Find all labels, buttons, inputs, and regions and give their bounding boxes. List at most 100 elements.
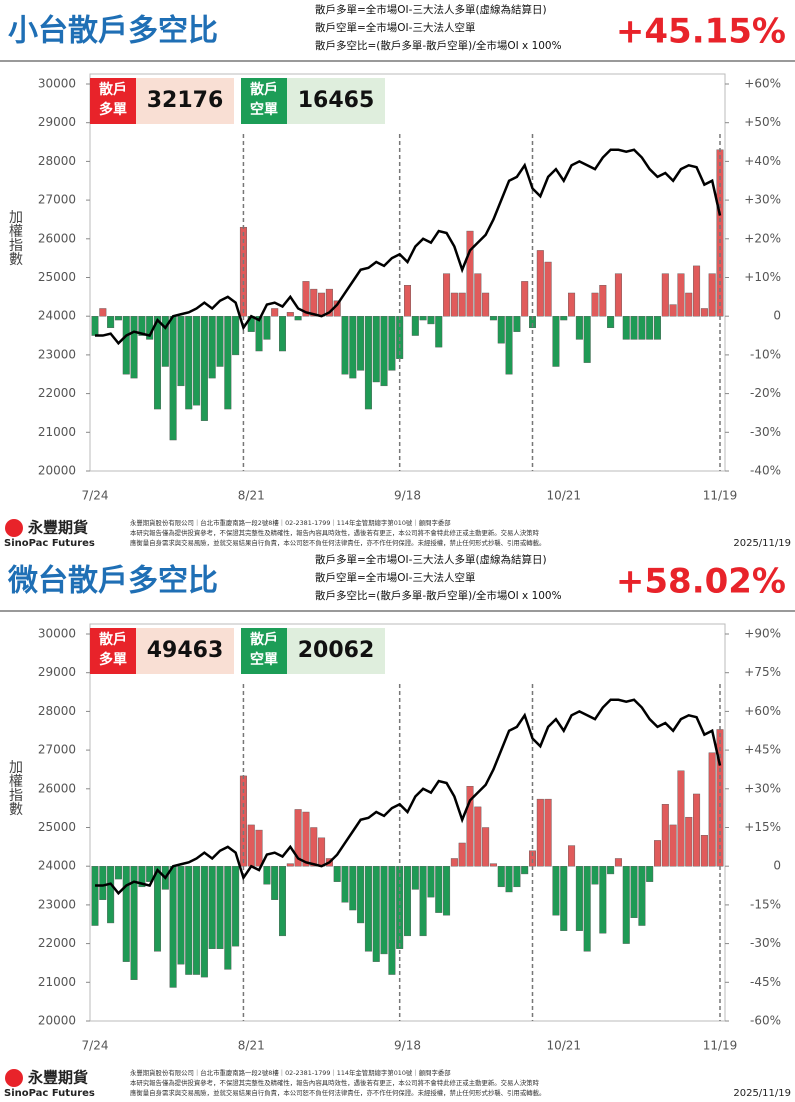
index-line bbox=[95, 148, 722, 346]
bar bbox=[208, 866, 216, 949]
y-tick-label: 29000 bbox=[38, 115, 76, 129]
bar bbox=[489, 863, 497, 867]
index-line bbox=[95, 698, 722, 896]
y2-tick-label: +75% bbox=[744, 665, 781, 679]
y2-tick-label: +50% bbox=[744, 115, 781, 129]
bar bbox=[708, 273, 716, 317]
bar bbox=[325, 288, 333, 317]
box-label: 散戶 bbox=[99, 81, 127, 98]
bar bbox=[427, 866, 435, 898]
bar bbox=[177, 866, 185, 965]
bar bbox=[607, 866, 615, 875]
bar bbox=[536, 250, 544, 317]
y2-tick-label: -30% bbox=[750, 425, 781, 439]
box-label: 散戶 bbox=[250, 81, 278, 98]
x-tick-label: 11/19 bbox=[703, 489, 738, 503]
bar bbox=[286, 863, 294, 867]
bar bbox=[630, 866, 638, 919]
bar bbox=[294, 809, 302, 867]
bar bbox=[708, 752, 716, 867]
bar bbox=[677, 273, 685, 317]
y2-tick-label: +60% bbox=[744, 704, 781, 718]
bar bbox=[450, 292, 458, 317]
bar bbox=[232, 316, 240, 356]
bar bbox=[318, 837, 326, 867]
bar bbox=[224, 866, 232, 970]
y2-tick-label: +60% bbox=[744, 77, 781, 91]
logo bbox=[5, 1069, 23, 1087]
bar bbox=[349, 866, 357, 911]
definition: 散戶多單=全市場OI-三大法人多單(虛線為結算日) bbox=[315, 3, 547, 16]
bar bbox=[583, 316, 591, 363]
bar bbox=[599, 866, 607, 934]
box-value-bg bbox=[287, 78, 385, 124]
bar bbox=[185, 316, 193, 410]
definition: 散戶多空比=(散戶多單-散戶空單)/全市場OI x 100% bbox=[315, 39, 562, 52]
bar bbox=[552, 866, 560, 916]
y2-tick-label: 0 bbox=[773, 859, 781, 873]
bar bbox=[271, 866, 279, 900]
bar bbox=[521, 866, 529, 875]
box-label-bg bbox=[241, 78, 287, 124]
x-tick-label: 7/24 bbox=[82, 1039, 109, 1053]
y-tick-label: 26000 bbox=[38, 781, 76, 795]
bar bbox=[271, 308, 279, 317]
bar bbox=[622, 866, 630, 944]
bar bbox=[364, 316, 372, 410]
bar bbox=[255, 829, 263, 867]
bar bbox=[130, 866, 138, 980]
bar bbox=[310, 288, 318, 317]
x-tick-label: 11/19 bbox=[703, 1039, 738, 1053]
bar bbox=[568, 845, 576, 867]
y2-tick-label: -60% bbox=[750, 1014, 781, 1028]
box-value-bg bbox=[136, 628, 234, 674]
bar bbox=[443, 866, 451, 916]
disclaimer: 應衡量自身需求與交易風險，並就交易結果自行負責，本公司恕不負任何法律責任，亦不作… bbox=[130, 1088, 545, 1097]
box-label-bg bbox=[90, 628, 136, 674]
bar bbox=[107, 316, 115, 329]
y-tick-label: 20000 bbox=[38, 464, 76, 478]
bar bbox=[232, 866, 240, 947]
box-value: 16465 bbox=[298, 88, 375, 113]
bar bbox=[357, 866, 365, 924]
box-value: 20062 bbox=[298, 638, 375, 663]
bar bbox=[224, 316, 232, 410]
bar bbox=[591, 292, 599, 317]
y2-tick-label: +90% bbox=[744, 627, 781, 641]
bar bbox=[435, 866, 443, 913]
definition: 散戶多單=全市場OI-三大法人多單(虛線為結算日) bbox=[315, 553, 547, 566]
y-tick-label: 26000 bbox=[38, 231, 76, 245]
bar bbox=[294, 316, 302, 321]
date: 2025/11/19 bbox=[733, 538, 791, 549]
bar bbox=[255, 316, 263, 352]
x-tick-label: 8/21 bbox=[238, 1039, 265, 1053]
definition: 散戶空單=全市場OI-三大法人空單 bbox=[315, 21, 475, 34]
disclaimer: 本研究報告僅為提供投資參考，不保證其完整性及精確性，報告內容具時效性，遇後若有更… bbox=[130, 1078, 540, 1087]
bar bbox=[700, 308, 708, 317]
bar bbox=[404, 866, 412, 937]
bar bbox=[482, 292, 490, 317]
x-tick-label: 9/18 bbox=[394, 489, 421, 503]
bar bbox=[661, 273, 669, 317]
bar bbox=[568, 292, 576, 317]
bar bbox=[544, 261, 552, 317]
bar bbox=[114, 866, 122, 880]
y-tick-label: 27000 bbox=[38, 743, 76, 757]
y-axis-label: 加權指數 bbox=[7, 760, 23, 816]
bar bbox=[193, 316, 201, 406]
x-tick-label: 10/21 bbox=[546, 1039, 581, 1053]
bar bbox=[575, 866, 583, 931]
chart-title: 小台散戶多空比 bbox=[8, 14, 218, 49]
y2-tick-label: +30% bbox=[744, 193, 781, 207]
box-value-bg bbox=[287, 628, 385, 674]
y-tick-label: 30000 bbox=[38, 627, 76, 641]
bar bbox=[661, 804, 669, 867]
bar bbox=[435, 316, 443, 348]
bar bbox=[497, 866, 505, 888]
y2-tick-label: +40% bbox=[744, 154, 781, 168]
bar bbox=[638, 316, 646, 340]
y2-tick-label: +20% bbox=[744, 231, 781, 245]
bar bbox=[700, 835, 708, 867]
y2-tick-label: -10% bbox=[750, 347, 781, 361]
